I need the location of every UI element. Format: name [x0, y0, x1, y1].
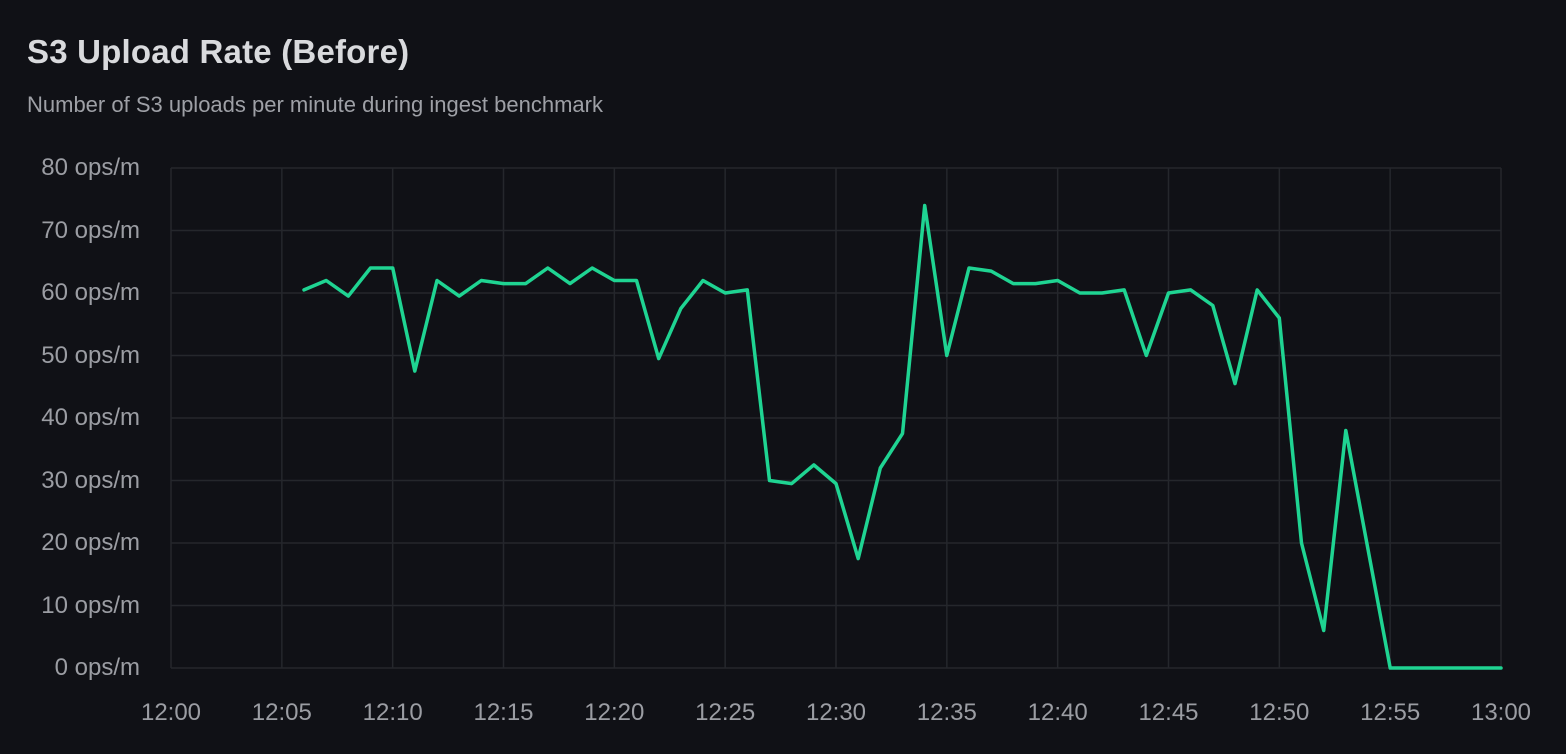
x-axis-label: 12:55 — [1360, 699, 1421, 726]
y-axis-label: 30 ops/m — [41, 466, 140, 494]
panel-subtitle: Number of S3 uploads per minute during i… — [27, 92, 603, 117]
x-axis-label: 12:05 — [251, 699, 312, 726]
x-axis-label: 12:40 — [1027, 699, 1088, 726]
x-axis-label: 12:45 — [1138, 699, 1199, 726]
grid — [170, 167, 1502, 669]
x-axis-label: 12:30 — [805, 699, 867, 726]
y-axis-label: 70 ops/m — [41, 216, 140, 244]
x-axis-label: 12:20 — [584, 699, 645, 726]
x-axis-label: 12:00 — [140, 699, 202, 726]
y-axis-label: 10 ops/m — [41, 591, 140, 619]
y-axis-label: 50 ops/m — [41, 341, 140, 369]
panel-title: S3 Upload Rate (Before) — [27, 33, 410, 70]
x-axis-label: 12:10 — [362, 699, 423, 726]
x-axis-label: 12:50 — [1249, 699, 1310, 726]
y-axis-label: 0 ops/m — [54, 654, 140, 681]
y-axis-label: 40 ops/m — [41, 404, 140, 431]
series-line — [302, 203, 1503, 670]
x-axis-label: 12:15 — [473, 699, 534, 726]
x-axis-label: 12:35 — [916, 699, 977, 726]
x-axis-label: 13:00 — [1470, 699, 1532, 726]
x-axis-label: 12:25 — [695, 699, 756, 726]
y-axis-label: 60 ops/m — [41, 279, 140, 306]
y-axis-label: 20 ops/m — [41, 529, 140, 556]
y-axis-label: 80 ops/m — [41, 154, 140, 181]
